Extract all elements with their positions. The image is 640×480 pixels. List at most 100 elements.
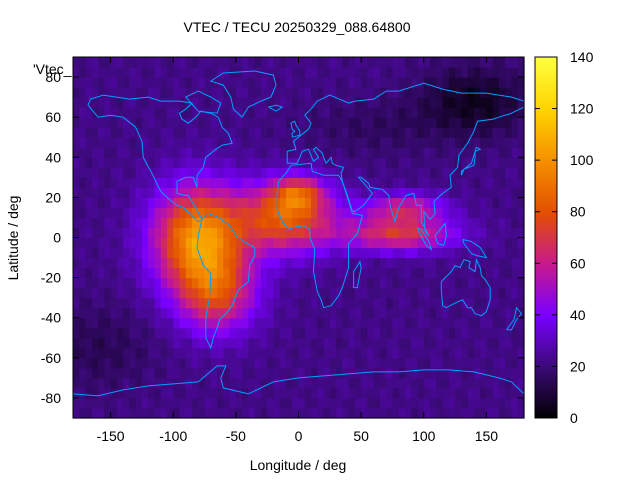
heatmap-cell bbox=[323, 197, 331, 209]
heatmap-cell bbox=[505, 167, 513, 178]
heatmap-cell bbox=[248, 397, 256, 409]
heatmap-cell bbox=[129, 107, 137, 118]
heatmap-cell bbox=[279, 347, 287, 359]
colorbar-segment bbox=[535, 93, 557, 97]
heatmap-cell bbox=[73, 357, 80, 369]
heatmap-cell bbox=[398, 387, 406, 399]
heatmap-cell bbox=[123, 247, 130, 259]
colorbar-segment bbox=[535, 399, 557, 404]
heatmap-cell bbox=[292, 257, 300, 269]
heatmap-cell bbox=[192, 247, 199, 259]
heatmap-cell bbox=[210, 207, 218, 219]
colorbar-segment bbox=[535, 243, 557, 248]
heatmap-cell bbox=[430, 87, 437, 98]
heatmap-cell bbox=[336, 397, 343, 409]
heatmap-cell bbox=[73, 87, 80, 98]
heatmap-cell bbox=[455, 327, 462, 339]
heatmap-cell bbox=[448, 187, 456, 198]
heatmap-cell bbox=[79, 147, 87, 158]
heatmap-cell bbox=[129, 217, 137, 229]
heatmap-cell bbox=[73, 267, 80, 279]
heatmap-cell bbox=[104, 287, 112, 299]
colorbar-segment bbox=[535, 150, 557, 154]
heatmap-cell bbox=[348, 327, 356, 339]
heatmap-cell bbox=[361, 217, 368, 229]
heatmap-cell bbox=[98, 397, 105, 409]
heatmap-cell bbox=[217, 337, 224, 349]
colorbar-segment bbox=[535, 189, 557, 193]
colorbar-segment bbox=[535, 330, 557, 335]
heatmap-cell bbox=[304, 327, 312, 339]
heatmap-cell bbox=[317, 287, 325, 299]
heatmap-cell bbox=[430, 337, 437, 349]
heatmap-cell bbox=[323, 107, 331, 118]
heatmap-cell bbox=[304, 137, 312, 148]
heatmap-cell bbox=[361, 177, 368, 188]
coastline-new-zealand bbox=[506, 306, 523, 331]
heatmap-cell bbox=[361, 307, 368, 319]
heatmap-cell bbox=[411, 167, 419, 178]
heatmap-cell bbox=[486, 257, 494, 269]
heatmap-cell bbox=[398, 147, 406, 158]
heatmap-cell bbox=[279, 137, 287, 148]
colorbar-segment bbox=[535, 195, 557, 199]
heatmap-cell bbox=[317, 327, 325, 339]
colorbar-segment bbox=[535, 66, 557, 70]
heatmap-cell bbox=[85, 87, 93, 98]
heatmap-cell bbox=[160, 327, 168, 339]
heatmap-cell bbox=[492, 377, 500, 389]
heatmap-cell bbox=[98, 137, 105, 148]
heatmap-cell bbox=[292, 307, 300, 319]
heatmap-cell bbox=[511, 197, 519, 209]
heatmap-cell bbox=[505, 187, 513, 198]
heatmap-cell bbox=[154, 327, 162, 339]
heatmap-cell bbox=[517, 407, 525, 419]
heatmap-cell bbox=[285, 117, 293, 128]
heatmap-cell bbox=[98, 237, 105, 249]
heatmap-cell bbox=[461, 337, 469, 349]
y-tick-label: -60 bbox=[41, 350, 61, 366]
heatmap-cell bbox=[311, 177, 318, 188]
heatmap-cell bbox=[204, 357, 212, 369]
heatmap-cell bbox=[398, 297, 406, 309]
heatmap-cell bbox=[517, 397, 525, 409]
heatmap-cell bbox=[304, 337, 312, 349]
heatmap-cell bbox=[91, 327, 99, 339]
heatmap-cell bbox=[448, 117, 456, 128]
heatmap-cell bbox=[123, 207, 130, 219]
heatmap-cell bbox=[104, 357, 112, 369]
heatmap-cell bbox=[323, 87, 331, 98]
heatmap-cell bbox=[248, 377, 256, 389]
heatmap-cell bbox=[217, 267, 224, 279]
heatmap-cell bbox=[185, 77, 193, 88]
heatmap-cell bbox=[173, 87, 181, 98]
heatmap-cell bbox=[304, 97, 312, 108]
heatmap-cell bbox=[129, 387, 137, 399]
heatmap-cell bbox=[273, 57, 281, 68]
heatmap-cell bbox=[229, 387, 237, 399]
heatmap-cell bbox=[279, 87, 287, 98]
heatmap-cell bbox=[361, 367, 368, 379]
heatmap-cell bbox=[392, 237, 400, 249]
heatmap-cell bbox=[373, 147, 381, 158]
heatmap-cell bbox=[361, 337, 368, 349]
colorbar-tick-label: 0 bbox=[570, 410, 578, 426]
heatmap-cell bbox=[192, 317, 199, 329]
heatmap-cell bbox=[279, 327, 287, 339]
heatmap-cell bbox=[235, 357, 243, 369]
heatmap-cell bbox=[342, 407, 350, 419]
heatmap-cell bbox=[129, 317, 137, 329]
heatmap-cell bbox=[179, 267, 187, 279]
heatmap-cell bbox=[492, 247, 500, 259]
heatmap-cell bbox=[442, 147, 450, 158]
heatmap-cell bbox=[348, 387, 356, 399]
heatmap-cell bbox=[473, 247, 481, 259]
heatmap-cell bbox=[492, 397, 500, 409]
heatmap-cell bbox=[148, 207, 156, 219]
heatmap-cell bbox=[154, 317, 162, 329]
heatmap-cell bbox=[448, 157, 456, 168]
heatmap-cell bbox=[455, 127, 462, 138]
heatmap-cell bbox=[455, 217, 462, 229]
heatmap-cell bbox=[486, 137, 494, 148]
heatmap-cell bbox=[298, 67, 306, 78]
